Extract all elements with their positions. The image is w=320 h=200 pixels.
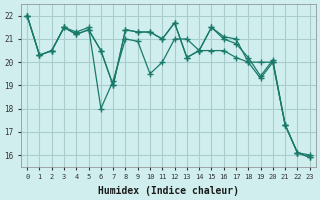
X-axis label: Humidex (Indice chaleur): Humidex (Indice chaleur) xyxy=(98,186,239,196)
